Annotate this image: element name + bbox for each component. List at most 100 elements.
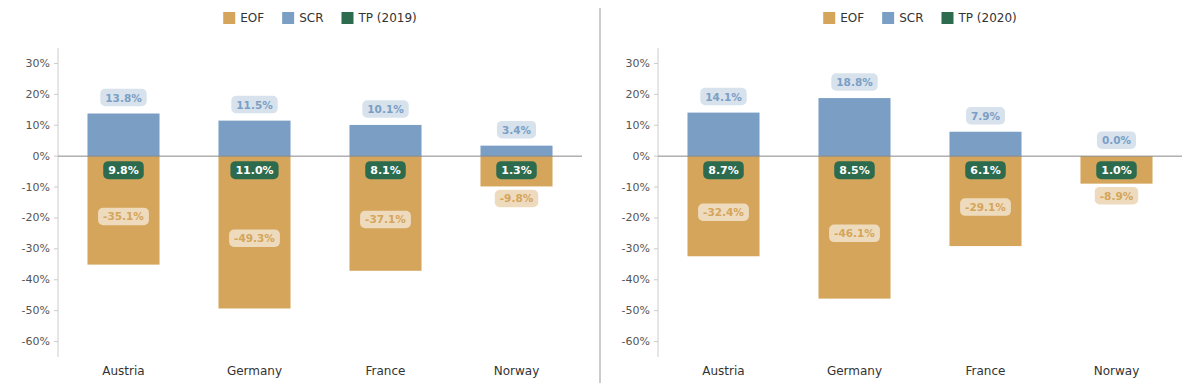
eof-label-text: -32.4%	[703, 206, 744, 218]
y-tick-label: -60%	[22, 335, 50, 348]
tp-label-box	[965, 161, 1006, 179]
eof-label-box	[229, 230, 280, 248]
bar	[1080, 156, 1152, 184]
y-tick	[54, 248, 58, 249]
scr-label-box	[700, 88, 746, 106]
y-tick	[654, 217, 658, 218]
y-tick-label: -10%	[22, 181, 50, 194]
tp-label: 8.1%	[365, 161, 406, 179]
bars	[87, 114, 552, 309]
y-tick-label: 0%	[33, 150, 50, 163]
bar	[87, 156, 159, 264]
tp-label: 8.7%	[703, 161, 744, 179]
tp-label: 6.1%	[965, 161, 1006, 179]
y-tick	[654, 156, 658, 157]
y-tick	[54, 341, 58, 342]
bars	[687, 98, 1152, 299]
scr-label-text: 10.1%	[367, 103, 404, 115]
scr-label: 11.5%	[231, 96, 277, 114]
bar	[218, 121, 290, 157]
panel: -60%-50%-40%-30%-20%-10%0%10%20%30%Austr…	[22, 11, 582, 378]
y-tick	[54, 217, 58, 218]
tp-label: 1.3%	[496, 161, 537, 179]
legend-label: EOF	[240, 11, 264, 25]
y-tick-label: -60%	[622, 335, 650, 348]
y-tick-label: -10%	[622, 181, 650, 194]
eof-label: -9.8%	[495, 190, 538, 208]
scr-label-box	[497, 121, 536, 139]
legend-label: TP (2020)	[957, 11, 1016, 25]
scr-label: 3.4%	[497, 121, 536, 139]
tp-label: 11.0%	[230, 161, 278, 179]
bar	[87, 114, 159, 157]
y-tick	[54, 187, 58, 188]
y-tick-label: -30%	[622, 242, 650, 255]
tp-label: 1.0%	[1096, 161, 1137, 179]
y-tick	[654, 63, 658, 64]
x-tick-label: France	[366, 364, 406, 378]
y-tick-label: -20%	[622, 211, 650, 224]
y-tick-label: 0%	[633, 150, 650, 163]
tp-label: 9.8%	[103, 161, 144, 179]
bar	[349, 156, 421, 271]
y-tick-label: 20%	[626, 88, 650, 101]
eof-label-text: -46.1%	[834, 227, 875, 239]
tp-label-text: 6.1%	[970, 164, 1001, 177]
bar	[349, 125, 421, 156]
scr-label-text: 3.4%	[502, 124, 532, 136]
y-tick	[654, 279, 658, 280]
eof-label-text: -35.1%	[103, 210, 144, 222]
eof-label-text: -37.1%	[365, 213, 406, 225]
eof-label-text: -29.1%	[965, 201, 1006, 213]
legend-item: SCR	[882, 11, 923, 25]
y-tick	[654, 94, 658, 95]
scr-label-box	[100, 89, 146, 107]
y-tick-label: -40%	[22, 273, 50, 286]
scr-label-text: 14.1%	[705, 91, 742, 103]
scr-label: 10.1%	[362, 100, 408, 118]
y-tick	[54, 125, 58, 126]
legend-label: SCR	[899, 11, 923, 25]
eof-label-box	[960, 198, 1011, 216]
y-tick	[54, 94, 58, 95]
panel: -60%-50%-40%-30%-20%-10%0%10%20%30%Austr…	[622, 11, 1182, 378]
y-tick-label: -30%	[22, 242, 50, 255]
eof-label: -46.1%	[829, 225, 880, 243]
divider	[599, 8, 600, 383]
y-tick	[54, 156, 58, 157]
scr-label: 13.8%	[100, 89, 146, 107]
eof-label-text: -8.9%	[1100, 190, 1134, 202]
y-tick	[654, 187, 658, 188]
y-tick-label: 10%	[26, 119, 50, 132]
x-tick-label: Austria	[102, 364, 144, 378]
y-tick	[654, 125, 658, 126]
scr-label: 7.9%	[966, 107, 1005, 125]
background	[0, 0, 1200, 391]
scr-label-box	[1097, 131, 1136, 149]
y-tick-label: 30%	[26, 57, 50, 70]
tp-label-box	[365, 161, 406, 179]
tp-label-text: 8.7%	[708, 164, 739, 177]
eof-label: -37.1%	[360, 211, 411, 229]
legend-swatch	[341, 12, 353, 24]
legend: EOFSCRTP (2019)	[223, 11, 417, 25]
tp-label-box	[496, 161, 537, 179]
scr-label-text: 11.5%	[236, 99, 273, 111]
eof-label-box	[360, 211, 411, 229]
tp-label-box	[834, 161, 875, 179]
eof-label: -35.1%	[98, 208, 149, 226]
eof-label: -8.9%	[1095, 187, 1138, 205]
bar	[818, 156, 890, 298]
eof-label-box	[495, 190, 538, 208]
bar	[480, 146, 552, 157]
y-tick-label: 20%	[26, 88, 50, 101]
scr-label-box	[966, 107, 1005, 125]
zero-line	[58, 156, 582, 157]
x-tick-label: Austria	[702, 364, 744, 378]
eof-label: -32.4%	[698, 203, 749, 221]
y-tick-label: -40%	[622, 273, 650, 286]
legend-item: EOF	[223, 11, 264, 25]
eof-label-box	[1095, 187, 1138, 205]
eof-label-box	[98, 208, 149, 226]
tp-label-box	[103, 161, 144, 179]
